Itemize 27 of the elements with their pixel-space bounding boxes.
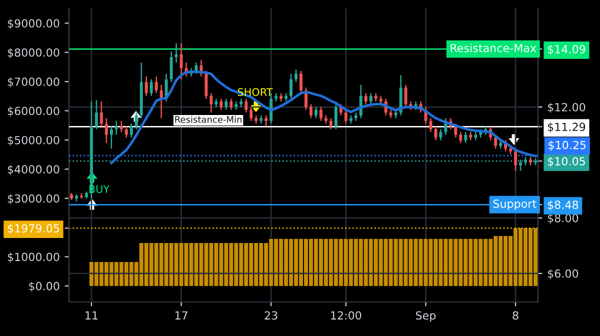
y-tick-label: $6000.00 <box>8 106 60 117</box>
x-tick-label: 12:00 <box>331 311 362 320</box>
x-tick-label: 8 <box>512 311 518 320</box>
y2-tick-label: $11.29 <box>548 122 586 133</box>
y2-tick-label: $6.00 <box>548 269 578 280</box>
y-tick-label: $7000.00 <box>8 77 60 88</box>
y2-tick-label: $8.48 <box>548 200 578 210</box>
y-tick-label: $0.00 <box>29 282 60 292</box>
y-tick-label: $5000.00 <box>8 136 60 146</box>
y2-tick-label: $14.09 <box>548 44 586 55</box>
y-tick-label: $1979.05 <box>8 224 59 234</box>
ref-line-label: $10.25 <box>548 140 586 151</box>
y-tick-label: $9000.00 <box>8 18 60 30</box>
y-tick-label: $4000.00 <box>8 164 60 176</box>
y-tick-label: $1000.00 <box>8 252 60 263</box>
ref-line-label: Resistance-Max <box>450 44 536 52</box>
x-tick-label: 23 <box>264 311 278 320</box>
x-tick-label: 17 <box>175 311 188 320</box>
ref-line-label: Support <box>493 199 536 210</box>
y-tick-label: $8000.00 <box>8 48 60 58</box>
x-tick-label: 11 <box>86 311 98 320</box>
y2-tick-label: $10.05 <box>548 156 585 167</box>
ref-line-label: Resistance-Min <box>175 116 242 123</box>
y2-tick-label: $12.00 <box>548 102 586 113</box>
x-tick-label: Sep <box>416 311 436 322</box>
y-tick-label: $3000.00 <box>8 194 60 204</box>
annotation: SHORT <box>238 88 273 96</box>
